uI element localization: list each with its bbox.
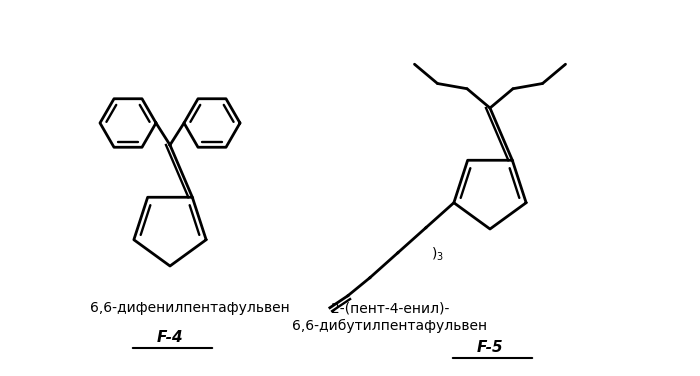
Text: $)_3$: $)_3$	[431, 246, 444, 263]
Text: 2-(пент-4-енил)-: 2-(пент-4-енил)-	[331, 301, 449, 315]
Text: 6,6-дифенилпентафульвен: 6,6-дифенилпентафульвен	[90, 301, 290, 315]
Text: 6,6-дибутилпентафульвен: 6,6-дибутилпентафульвен	[293, 319, 488, 333]
Text: F-4: F-4	[157, 331, 183, 346]
Text: F-5: F-5	[477, 341, 503, 355]
